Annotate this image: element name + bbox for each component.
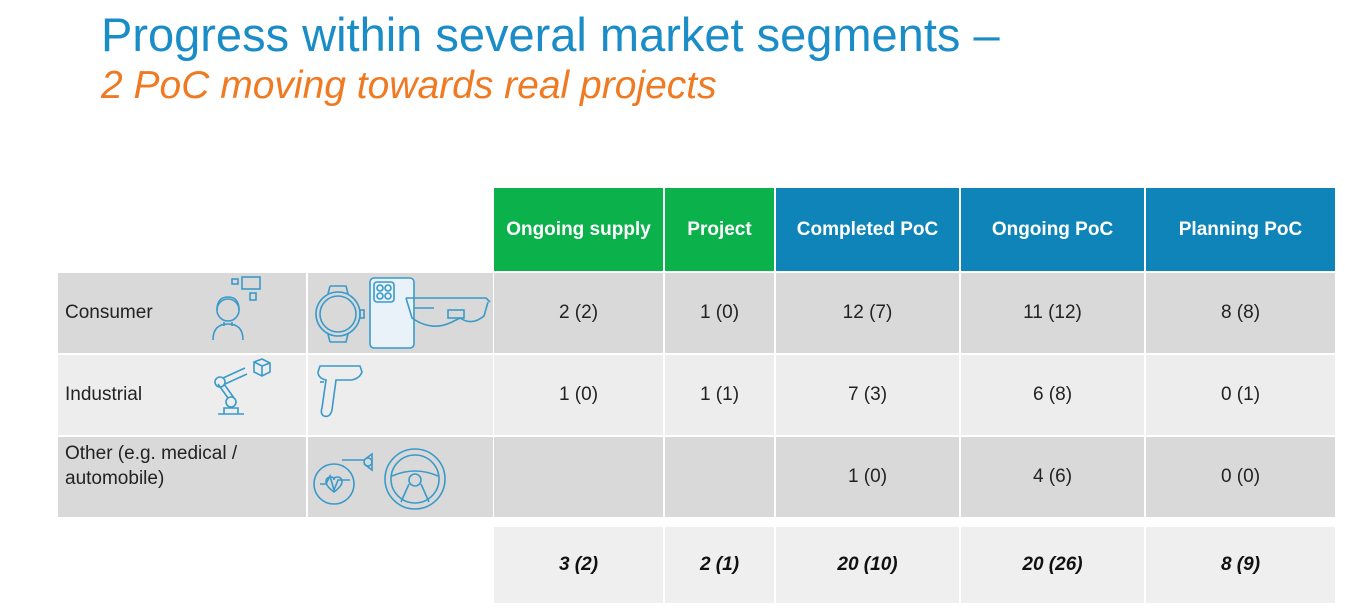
table-cell: 2 (2) [494, 273, 663, 353]
person-icon [210, 276, 266, 346]
row-label-consumer: Consumer [58, 273, 306, 353]
table-cell: 0 (0) [1146, 437, 1335, 517]
smart-glasses-icon [404, 290, 492, 334]
row-label-text: Other (e.g. medical / automobile) [65, 443, 238, 489]
header-ongoing-supply: Ongoing supply [494, 188, 663, 271]
table-cell: 7 (3) [776, 355, 959, 435]
total-cell: 3 (2) [494, 527, 663, 603]
table-cell: 11 (12) [961, 273, 1144, 353]
table-cell: 1 (0) [665, 273, 774, 353]
row-label-industrial: Industrial [58, 355, 306, 435]
table-cell: 6 (8) [961, 355, 1144, 435]
row-label-text: Consumer [65, 301, 153, 323]
table-cell: 1 (1) [665, 355, 774, 435]
table-cell: 4 (6) [961, 437, 1144, 517]
total-cell: 2 (1) [665, 527, 774, 603]
total-cell: 20 (10) [776, 527, 959, 603]
row-label-other: Other (e.g. medical / automobile) [58, 437, 306, 517]
header-project: Project [665, 188, 774, 271]
heart-monitor-icon [312, 448, 378, 508]
table-cell: 0 (1) [1146, 355, 1335, 435]
smartwatch-icon [312, 276, 368, 348]
header-planning-poc: Planning PoC [1146, 188, 1335, 271]
page-subtitle: 2 PoC moving towards real projects [101, 64, 717, 107]
header-completed-poc: Completed PoC [776, 188, 959, 271]
page-title: Progress within several market segments … [101, 8, 1000, 61]
smartphone-icon [368, 276, 418, 350]
table-cell: 1 (0) [494, 355, 663, 435]
table-cell [665, 437, 774, 517]
table-cell: 12 (7) [776, 273, 959, 353]
table-cell: 8 (8) [1146, 273, 1335, 353]
total-cell: 20 (26) [961, 527, 1144, 603]
table-cell: 1 (0) [776, 437, 959, 517]
total-cell: 8 (9) [1146, 527, 1335, 603]
robot-arm-icon [210, 358, 274, 418]
header-ongoing-poc: Ongoing PoC [961, 188, 1144, 271]
row-label-text: Industrial [65, 383, 143, 405]
barcode-scanner-icon [312, 362, 364, 422]
steering-wheel-icon [382, 446, 448, 512]
table-cell [494, 437, 663, 517]
